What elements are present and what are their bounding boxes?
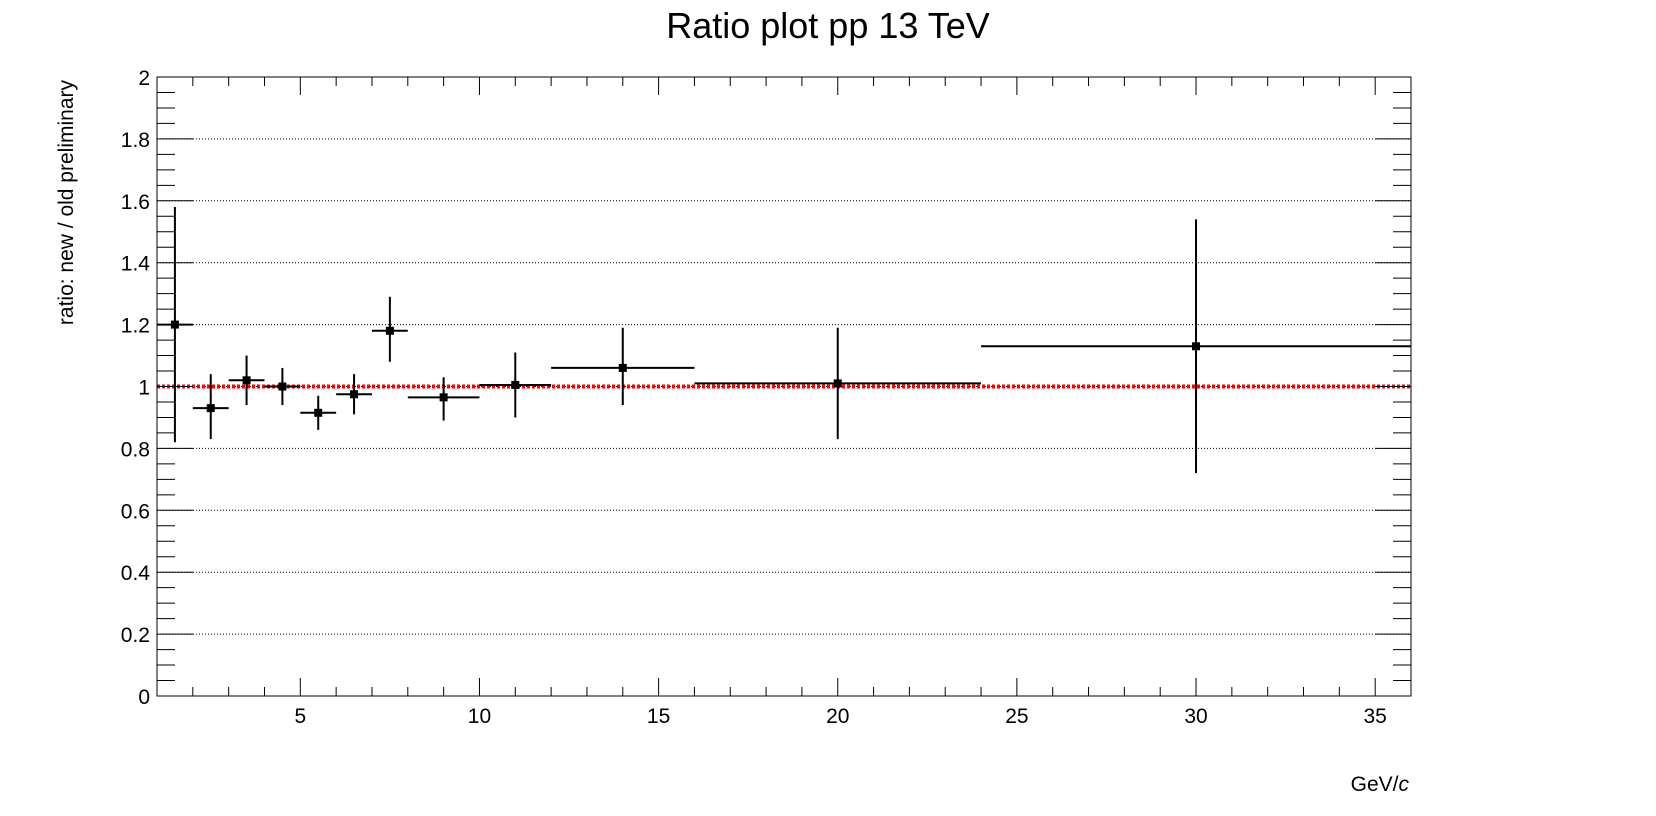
x-tick-label: 30 — [1184, 705, 1207, 728]
point-marker — [439, 393, 448, 402]
x-tick-label: 25 — [1005, 705, 1028, 728]
x-tick-label: 15 — [647, 705, 670, 728]
point-marker — [511, 380, 520, 389]
point-marker — [170, 320, 179, 329]
x-axis-title-unit: GeV/ — [1351, 773, 1399, 796]
y-tick-label: 1.2 — [121, 315, 150, 338]
data-point — [336, 374, 372, 415]
axis-ticks — [156, 76, 1412, 697]
x-tick-label: 10 — [468, 705, 491, 728]
y-tick-label: 0.8 — [121, 438, 150, 461]
data-point — [479, 352, 552, 418]
data-point — [264, 367, 301, 406]
tick-labels: 00.20.40.60.811.21.41.61.825 10 15 20 25 30 35 — [121, 67, 1387, 728]
x-tick-label: 35 — [1363, 705, 1386, 728]
point-marker — [314, 408, 323, 417]
data-point — [371, 296, 408, 362]
data-point — [694, 327, 982, 440]
chart-title: Ratio plot pp 13 TeV — [666, 5, 990, 46]
data-point — [551, 327, 695, 406]
y-tick-label: 0.4 — [121, 562, 151, 585]
y-tick-label: 1.4 — [121, 253, 151, 276]
point-marker — [833, 379, 842, 388]
y-tick-label: 1 — [138, 377, 150, 400]
point-marker — [350, 390, 359, 399]
x-tick-label: 5 — [294, 705, 306, 728]
point-marker — [385, 326, 394, 335]
point-marker — [1192, 342, 1201, 351]
y-axis-title: ratio: new / old preliminary — [55, 80, 78, 326]
data-point — [981, 219, 1411, 474]
y-tick-label: 0.2 — [121, 624, 150, 647]
y-tick-label: 1.6 — [121, 191, 150, 214]
point-marker — [618, 363, 627, 372]
x-tick-label: 20 — [826, 705, 849, 728]
data-points — [157, 206, 1411, 474]
x-axis-title: GeV/c — [1351, 773, 1410, 796]
y-tick-label: 2 — [138, 67, 150, 90]
data-point — [407, 377, 480, 421]
data-point — [157, 206, 193, 443]
data-point — [228, 355, 265, 406]
data-point — [300, 395, 337, 430]
point-marker — [278, 382, 287, 391]
x-axis-title-italic: c — [1399, 773, 1410, 796]
point-marker — [242, 376, 251, 385]
y-tick-label: 1.8 — [121, 129, 150, 152]
point-marker — [206, 404, 215, 413]
data-point — [192, 374, 229, 440]
y-tick-label: 0 — [138, 686, 150, 709]
y-tick-label: 0.6 — [121, 500, 150, 523]
